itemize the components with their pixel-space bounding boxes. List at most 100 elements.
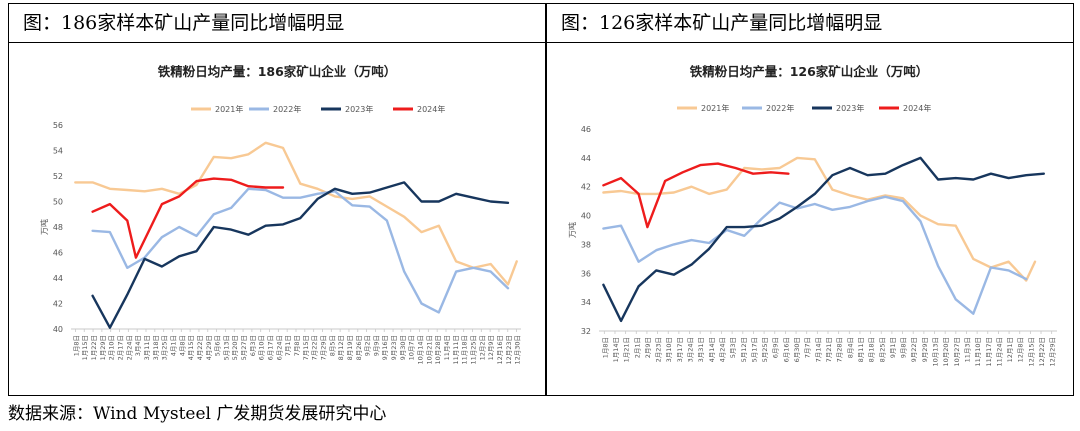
x-tick-label-33: 9月2日 <box>364 335 372 356</box>
figure-left: 图：186家样本矿山产量同比增幅明显 铁精粉日均产量：186家矿山企业（万吨） 2… <box>8 3 546 396</box>
series-line-0 <box>602 156 1037 282</box>
x-tick-label-39: 12月8日 <box>1017 337 1025 362</box>
legend-label-3: 2024年 <box>417 104 445 114</box>
series-line-0 <box>74 141 518 286</box>
y-tick-label-1: 34 <box>581 298 591 307</box>
y-axis-label: 万吨 <box>39 219 49 235</box>
x-tick-label-16: 6月9日 <box>772 337 780 358</box>
y-tick-label-8: 56 <box>53 121 63 130</box>
x-tick-label-27: 7月22日 <box>311 335 319 360</box>
x-tick-label-36: 9月23日 <box>390 335 398 360</box>
x-tick-label-5: 2月17日 <box>117 335 125 360</box>
x-tick-label-29: 9月22日 <box>910 337 918 362</box>
figure-caption: 图：126家样本矿山产量同比增幅明显 <box>547 4 1073 43</box>
x-tick-label-32: 8月26日 <box>355 335 363 360</box>
y-tick-label-0: 32 <box>581 327 591 336</box>
y-tick-label-2: 44 <box>53 274 63 283</box>
x-tick-label-17: 5月13日 <box>222 335 230 360</box>
x-tick-label-12: 5月3日 <box>729 337 737 358</box>
figure-caption: 图：186家样本矿山产量同比增幅明显 <box>9 4 545 43</box>
x-tick-label-22: 6月17日 <box>267 335 275 360</box>
x-tick-label-7: 3月4日 <box>134 335 142 356</box>
y-tick-label-2: 36 <box>581 269 591 278</box>
x-tick-label-1: 1月15日 <box>81 335 89 360</box>
x-tick-label-40: 12月15日 <box>1027 337 1035 367</box>
x-tick-label-9: 3月18日 <box>152 335 160 360</box>
x-tick-label-2: 1月21日 <box>623 337 631 362</box>
legend-label-2: 2023年 <box>345 104 373 114</box>
series-line-2 <box>91 181 510 329</box>
x-tick-label-5: 2月23日 <box>655 337 663 362</box>
x-tick-label-30: 9月29日 <box>921 337 929 362</box>
x-tick-label-10: 4月14日 <box>708 337 716 362</box>
x-tick-label-49: 12月23日 <box>505 335 513 365</box>
x-tick-label-34: 9月9日 <box>372 335 380 356</box>
x-tick-label-3: 1月29日 <box>99 335 107 360</box>
x-tick-label-24: 7月1日 <box>284 335 292 356</box>
x-tick-label-30: 8月12日 <box>337 335 345 360</box>
x-tick-label-39: 10月14日 <box>417 335 425 365</box>
x-tick-label-35: 11月10日 <box>974 337 982 367</box>
x-tick-label-0: 1月8日 <box>72 335 80 356</box>
x-tick-label-18: 5月20日 <box>231 335 239 360</box>
y-axis-label: 万吨 <box>567 222 577 238</box>
legend-label-0: 2021年 <box>215 104 243 114</box>
y-tick-label-1: 42 <box>53 300 63 309</box>
chart-title: 铁精粉日均产量：126家矿山企业（万吨） <box>690 64 929 79</box>
x-tick-label-21: 7月21日 <box>825 337 833 362</box>
legend-label-0: 2021年 <box>701 103 729 113</box>
x-tick-label-38: 10月7日 <box>408 335 416 360</box>
x-tick-label-4: 2月10日 <box>108 335 116 360</box>
x-tick-label-10: 3月25日 <box>161 335 169 360</box>
chart-title: 铁精粉日均产量：186家矿山企业（万吨） <box>158 64 397 79</box>
x-tick-label-45: 11月25日 <box>469 335 477 365</box>
legend-label-2: 2023年 <box>836 103 864 113</box>
x-tick-label-13: 4月15日 <box>187 335 195 360</box>
line-chart-126-mines: 铁精粉日均产量：126家矿山企业（万吨） 2021年 2022年 2023年 2024年… <box>567 64 1057 367</box>
x-tick-label-35: 9月16日 <box>381 335 389 360</box>
x-tick-label-15: 4月29日 <box>205 335 213 360</box>
y-tick-label-0: 40 <box>53 325 63 334</box>
x-tick-label-0: 1月8日 <box>601 337 609 358</box>
x-tick-label-44: 11月18日 <box>461 335 469 365</box>
x-tick-label-26: 7月15日 <box>302 335 310 360</box>
x-tick-label-28: 7月29日 <box>319 335 327 360</box>
x-tick-label-29: 8月5日 <box>328 335 336 356</box>
x-tick-label-21: 6月10日 <box>258 335 266 360</box>
y-tick-label-4: 48 <box>53 223 63 232</box>
x-tick-label-2: 1月22日 <box>90 335 98 360</box>
x-tick-label-23: 8月4日 <box>846 337 854 358</box>
x-tick-label-25: 8月18日 <box>868 337 876 362</box>
x-tick-label-42: 11月4日 <box>443 335 451 360</box>
x-tick-label-22: 7月28日 <box>836 337 844 362</box>
x-tick-label-18: 6月30日 <box>793 337 801 362</box>
x-tick-label-15: 5月25日 <box>761 337 769 362</box>
series-line-1 <box>602 195 1028 315</box>
x-tick-label-11: 4月24日 <box>718 337 726 362</box>
x-tick-label-48: 12月16日 <box>496 335 504 365</box>
x-tick-label-34: 11月3日 <box>963 337 971 362</box>
line-chart-186-mines: 铁精粉日均产量：186家矿山企业（万吨） 2021年 2022年 2023年 2024年… <box>39 64 522 365</box>
y-tick-label-5: 50 <box>53 198 63 207</box>
data-source-note: 数据来源：Wind Mysteel 广发期货发展研究中心 <box>8 404 387 424</box>
x-tick-label-3: 2月1日 <box>633 337 641 358</box>
x-tick-label-36: 11月17日 <box>985 337 993 367</box>
x-tick-label-12: 4月8日 <box>178 335 186 356</box>
x-tick-label-28: 9月8日 <box>900 337 908 358</box>
y-tick-label-3: 38 <box>581 240 591 249</box>
series-line-1 <box>91 187 510 314</box>
y-tick-label-4: 40 <box>581 212 591 221</box>
x-tick-label-41: 10月28日 <box>434 335 442 365</box>
x-tick-label-41: 12月22日 <box>1038 337 1046 367</box>
series-line-3 <box>91 177 285 259</box>
x-tick-label-38: 12月1日 <box>1006 337 1014 362</box>
x-tick-label-8: 3月24日 <box>687 337 695 362</box>
x-tick-label-31: 8月19日 <box>346 335 354 360</box>
x-tick-label-7: 3月17日 <box>676 337 684 362</box>
x-tick-label-24: 8月11日 <box>857 337 865 362</box>
x-tick-label-13: 5月12日 <box>740 337 748 362</box>
x-tick-label-50: 12月30日 <box>514 335 522 365</box>
x-tick-label-20: 6月3日 <box>249 335 257 356</box>
x-tick-label-16: 5月6日 <box>214 335 222 356</box>
x-tick-label-1: 1月14日 <box>612 337 620 362</box>
